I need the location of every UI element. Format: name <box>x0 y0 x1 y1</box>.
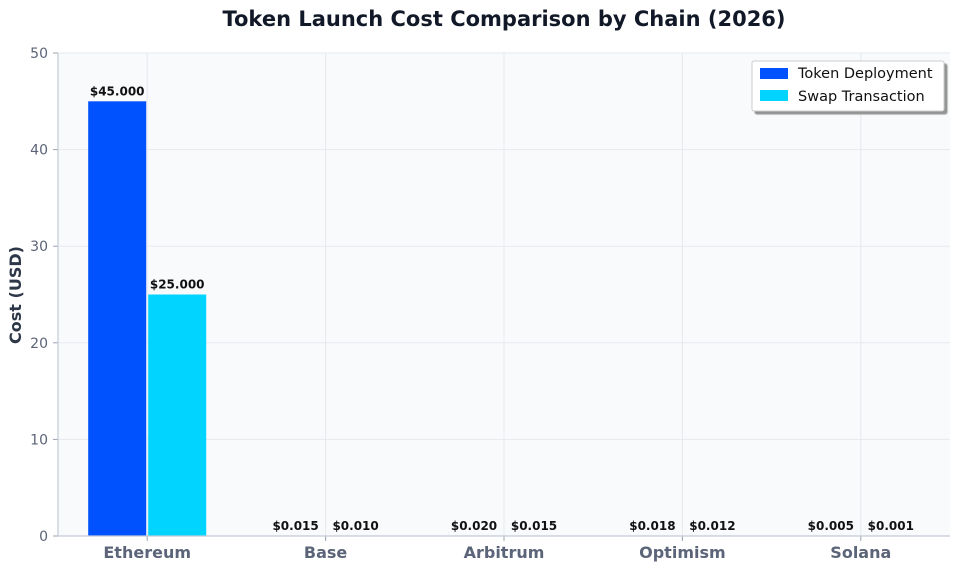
legend-box <box>751 60 945 112</box>
y-tick-label: 30 <box>30 239 48 255</box>
data-labels: $45.000 $25.000 $0.015 $0.010 $0.020 $0.015 $0… <box>90 84 914 533</box>
legend-swatch-swap-transaction <box>760 90 788 101</box>
bars <box>88 101 920 537</box>
y-tick-label: 20 <box>30 336 48 352</box>
bar-ethereum-token-deployment <box>88 101 147 537</box>
data-label-optimism-token-deployment: $0.018 <box>629 519 675 533</box>
y-tick-label: 0 <box>39 529 48 545</box>
data-label-arbitrum-swap-transaction: $0.015 <box>511 519 557 533</box>
y-axis-label: Cost (USD) <box>6 246 25 344</box>
data-label-arbitrum-token-deployment: $0.020 <box>451 519 497 533</box>
axes: 0 10 20 30 40 50 Ethereum Base Arbitrum Optimism S… <box>30 46 950 562</box>
data-label-ethereum-swap-transaction: $25.000 <box>150 278 205 292</box>
data-label-base-swap-transaction: $0.010 <box>332 519 378 533</box>
data-label-solana-swap-transaction: $0.001 <box>868 519 914 533</box>
chart-title: Token Launch Cost Comparison by Chain (2… <box>222 7 785 31</box>
grid-lines <box>58 52 950 537</box>
bar-ethereum-swap-transaction <box>148 294 207 536</box>
legend-label-token-deployment: Token Deployment <box>797 66 933 82</box>
data-label-optimism-swap-transaction: $0.012 <box>689 519 735 533</box>
x-tick-label-optimism: Optimism <box>639 543 726 562</box>
y-tick-label: 40 <box>30 143 48 159</box>
legend-swatch-token-deployment <box>760 68 788 79</box>
x-tick-label-solana: Solana <box>830 543 891 562</box>
legend: Token Deployment Swap Transaction <box>751 60 945 112</box>
x-tick-label-arbitrum: Arbitrum <box>464 543 545 562</box>
y-tick-label: 50 <box>30 46 48 62</box>
data-label-ethereum-token-deployment: $45.000 <box>90 84 145 98</box>
y-tick-label: 10 <box>30 432 48 448</box>
legend-label-swap-transaction: Swap Transaction <box>798 89 925 105</box>
data-label-base-token-deployment: $0.015 <box>272 519 318 533</box>
x-tick-label-ethereum: Ethereum <box>103 543 191 562</box>
data-label-solana-token-deployment: $0.005 <box>808 519 854 533</box>
x-tick-label-base: Base <box>304 543 348 562</box>
